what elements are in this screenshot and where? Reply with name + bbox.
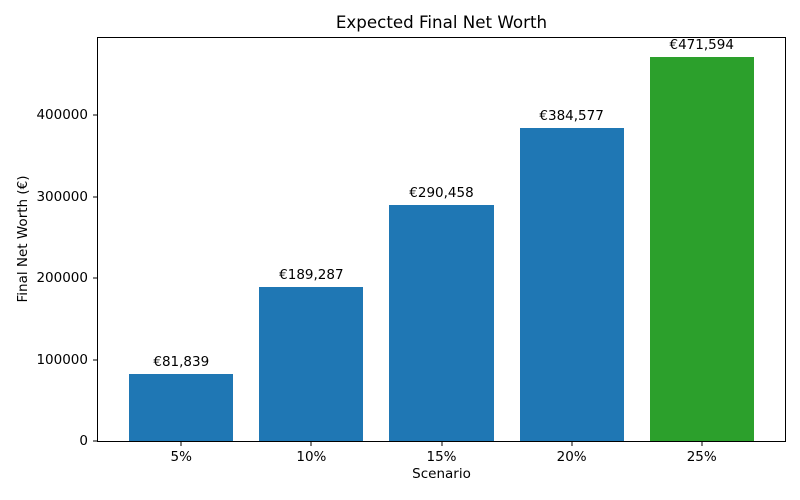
y-tick-mark-100000 (93, 359, 98, 361)
x-tick-label-20%: 20% (556, 449, 587, 465)
bar-25% (649, 57, 754, 441)
bar-10% (259, 286, 364, 441)
y-axis-label: Final Net Worth (€) (15, 175, 31, 303)
x-tick-mark-25% (701, 441, 703, 446)
bar-20% (519, 128, 624, 441)
bar-value-label-10%: €189,287 (279, 266, 344, 283)
x-tick-mark-5% (180, 441, 182, 446)
y-tick-mark-400000 (93, 114, 98, 116)
bar-value-label-5%: €81,839 (153, 354, 210, 371)
x-tick-mark-20% (571, 441, 573, 446)
y-tick-label-0: 0 (79, 433, 88, 449)
x-tick-label-5%: 5% (170, 449, 192, 465)
bar-value-label-25%: €471,594 (669, 37, 734, 54)
y-tick-label-200000: 200000 (36, 270, 88, 287)
y-tick-label-400000: 400000 (36, 107, 88, 124)
y-tick-label-100000: 100000 (36, 351, 88, 368)
x-tick-label-15%: 15% (426, 449, 457, 465)
y-tick-mark-300000 (93, 196, 98, 198)
x-tick-mark-10% (310, 441, 312, 446)
x-tick-label-25%: 25% (686, 449, 717, 465)
bar-value-label-20%: €384,577 (539, 108, 604, 125)
x-axis-label: Scenario (412, 466, 471, 482)
chart-title: Expected Final Net Worth (335, 12, 548, 32)
y-tick-mark-200000 (93, 277, 98, 279)
bar-15% (389, 204, 494, 441)
y-tick-label-300000: 300000 (36, 188, 88, 205)
bar-5% (129, 374, 234, 441)
x-tick-label-10%: 10% (296, 449, 327, 465)
y-tick-mark-0 (93, 440, 98, 442)
bar-value-label-15%: €290,458 (409, 184, 474, 201)
x-tick-mark-15% (441, 441, 442, 446)
plot-area: €81,839 5% €189,287 10% €290,458 15% €384,577 2… (36, 37, 786, 465)
